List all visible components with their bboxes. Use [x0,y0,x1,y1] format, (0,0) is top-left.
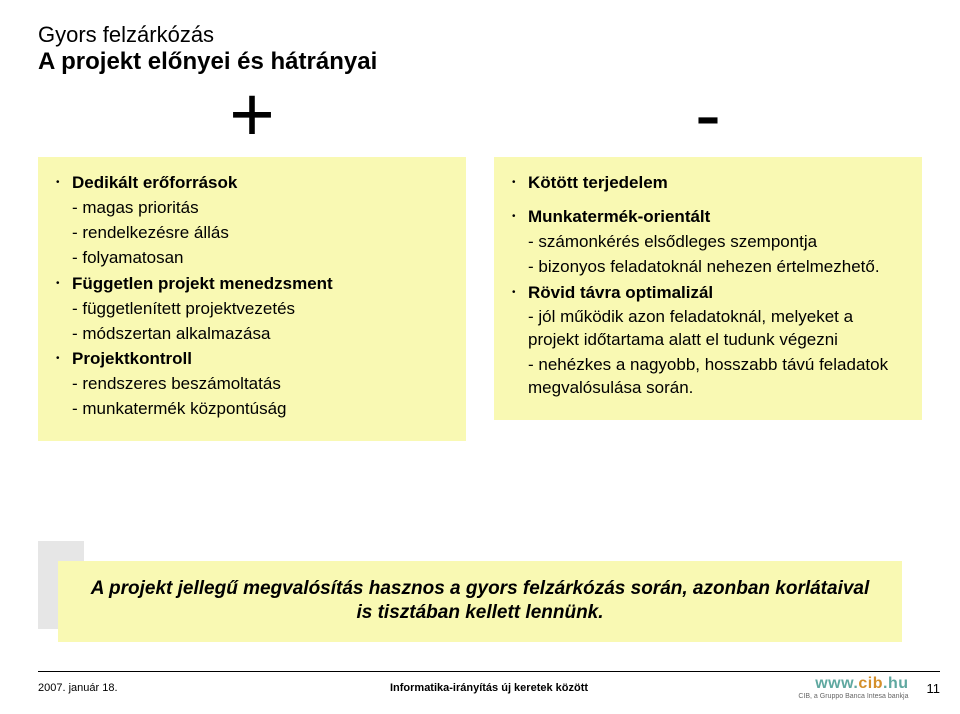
logo-sub: CIB, a Gruppo Banca Intesa bankja [798,693,908,700]
logo-hu: .hu [883,675,909,692]
bullet-icon: • [56,172,66,194]
list-item: • Független projekt menedzsment [56,272,448,296]
sub-item: - bizonyos feladatoknál nehezen értelmez… [528,256,904,279]
item-head: Független projekt menedzsment [72,272,333,296]
slide: Gyors felzárkózás A projekt előnyei és h… [0,0,960,714]
list-item: • Kötött terjedelem [512,171,904,195]
logo-main: www.cib.hu [815,676,908,692]
item-head: Projektkontroll [72,347,192,371]
item-head: Munkatermék-orientált [528,205,710,229]
sub-item: - rendelkezésre állás [72,222,448,245]
item-head: Rövid távra optimalizál [528,281,713,305]
box-negative: • Kötött terjedelem • Munkatermék-orient… [494,157,922,420]
item-head: Kötött terjedelem [528,171,668,195]
item-head: Dedikált erőforrások [72,171,237,195]
conclusion-area: A projekt jellegű megvalósítás hasznos a… [38,561,922,642]
title-line-1: Gyors felzárkózás [38,22,922,48]
sub-item: - rendszeres beszámoltatás [72,373,448,396]
title-line-2: A projekt előnyei és hátrányai [38,48,922,77]
box-positive: • Dedikált erőforrások - magas prioritás… [38,157,466,441]
cib-logo: www.cib.hu CIB, a Gruppo Banca Intesa ba… [798,676,908,700]
page-number: 11 [927,681,941,696]
bullet-icon: • [56,273,66,295]
sub-item: - folyamatosan [72,247,448,270]
plus-sign: + [38,75,466,153]
list-item: • Rövid távra optimalizál [512,281,904,305]
footer-center: Informatika-irányítás új keretek között [390,682,588,694]
sub-item: - jól működik azon feladatoknál, melyeke… [528,306,904,352]
sub-item: - nehézkes a nagyobb, hosszabb távú fela… [528,354,904,400]
conclusion-box: A projekt jellegű megvalósítás hasznos a… [58,561,902,642]
footer-date: 2007. január 18. [38,682,118,694]
col-positive: + • Dedikált erőforrások - magas priorit… [38,75,466,441]
sub-item: - magas prioritás [72,197,448,220]
bullet-icon: • [512,282,522,304]
sub-item: - munkatermék központúság [72,398,448,421]
list-item: • Projektkontroll [56,347,448,371]
bullet-icon: • [512,172,522,194]
minus-sign: - [494,75,922,153]
conclusion-text: A projekt jellegű megvalósítás hasznos a… [82,577,878,626]
title-block: Gyors felzárkózás A projekt előnyei és h… [38,22,922,77]
col-negative: - • Kötött terjedelem • Munkatermék-orie… [494,75,922,441]
sub-item: - számonkérés elsődleges szempontja [528,231,904,254]
columns: + • Dedikált erőforrások - magas priorit… [38,75,922,441]
bullet-icon: • [56,348,66,370]
logo-cib: cib [858,675,883,692]
bullet-icon: • [512,206,522,228]
list-item: • Munkatermék-orientált [512,205,904,229]
sub-item: - függetlenített projektvezetés [72,298,448,321]
sub-item: - módszertan alkalmazása [72,323,448,346]
logo-www: www. [815,675,858,692]
footer: 2007. január 18. Informatika-irányítás ú… [38,671,940,700]
list-item: • Dedikált erőforrások [56,171,448,195]
footer-right: www.cib.hu CIB, a Gruppo Banca Intesa ba… [798,676,940,700]
